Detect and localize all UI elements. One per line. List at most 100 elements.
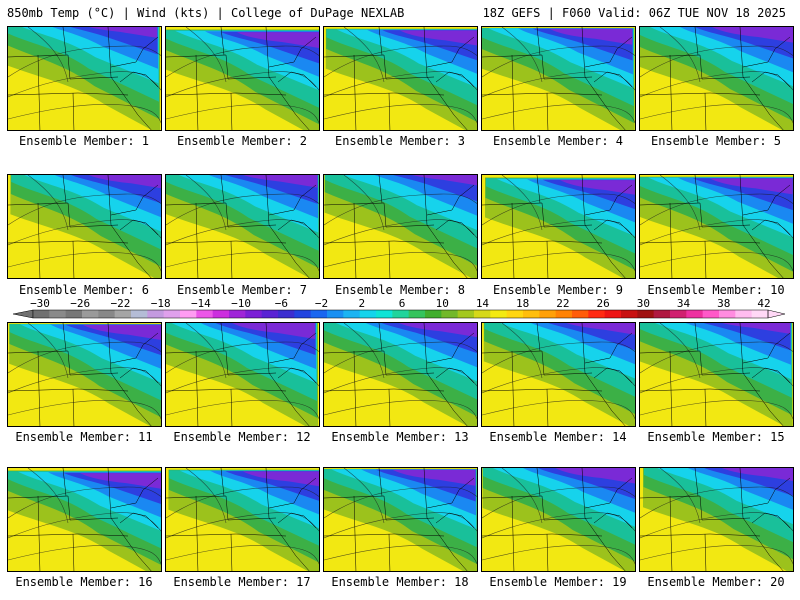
colorbar-tick-label: −2 [315, 297, 328, 310]
ensemble-member-label: Ensemble Member: 6 [18, 283, 150, 297]
temperature-map [640, 468, 793, 571]
temperature-map [482, 323, 635, 426]
ensemble-member-label: Ensemble Member: 19 [489, 575, 627, 589]
colorbar-segment [555, 310, 573, 318]
colorbar-segment [343, 310, 361, 318]
colorbar-segment [735, 310, 753, 318]
ensemble-member-label: Ensemble Member: 5 [650, 134, 782, 148]
colorbar-segment [245, 310, 263, 318]
colorbar-segment [196, 310, 214, 318]
colorbar-tick-label: −22 [111, 297, 131, 310]
colorbar-segment [719, 310, 736, 318]
ensemble-member-label: Ensemble Member: 10 [647, 283, 785, 297]
colorbar-segment [392, 310, 410, 318]
colorbar-segment [147, 310, 165, 318]
ensemble-member-label: Ensemble Member: 15 [647, 430, 785, 444]
ensemble-panel [323, 26, 478, 131]
temperature-map [324, 468, 477, 571]
colorbar-segment [457, 310, 475, 318]
colorbar-segment [261, 310, 279, 318]
colorbar-tick-label: −26 [70, 297, 90, 310]
ensemble-member-label: Ensemble Member: 9 [492, 283, 624, 297]
temperature-map [482, 27, 635, 130]
ensemble-panel [481, 26, 636, 131]
colorbar-tick-label: 42 [757, 297, 770, 310]
temperature-map [166, 468, 319, 571]
temperature-map [482, 468, 635, 571]
colorbar-segment [621, 310, 638, 318]
ensemble-member-label: Ensemble Member: 14 [489, 430, 627, 444]
colorbar-segment [751, 310, 769, 318]
colorbar-segment [82, 310, 99, 318]
colorbar-tick-label: 30 [637, 297, 650, 310]
ensemble-member-label: Ensemble Member: 11 [15, 430, 153, 444]
temperature-map [324, 27, 477, 130]
ensemble-member-label: Ensemble Member: 18 [331, 575, 469, 589]
colorbar-tick-label: −30 [30, 297, 50, 310]
temperature-map [8, 468, 161, 571]
colorbar-segment [441, 310, 459, 318]
ensemble-panel [165, 174, 320, 279]
colorbar-tick-label: 34 [677, 297, 691, 310]
temperature-map [324, 175, 477, 278]
colorbar-tick-label: −10 [231, 297, 251, 310]
ensemble-member-label: Ensemble Member: 3 [334, 134, 466, 148]
colorbar-segment [425, 310, 442, 318]
colorbar-tick-label: 26 [596, 297, 609, 310]
colorbar-segment [506, 310, 524, 318]
temperature-map [8, 175, 161, 278]
temperature-colorbar: −30 −26 −22 −18 −14 −10 −6 −2 2 6 10 14 18 22 26 30 34 38… [12, 297, 786, 319]
colorbar-segment [131, 310, 148, 318]
colorbar-segment [670, 310, 687, 318]
ensemble-member-label: Ensemble Member: 16 [15, 575, 153, 589]
temperature-map [166, 27, 319, 130]
colorbar-segment [490, 310, 508, 318]
colorbar-tick-label: 6 [399, 297, 406, 310]
colorbar-segment [294, 310, 312, 318]
colorbar-segment [278, 310, 295, 318]
ensemble-member-label: Ensemble Member: 1 [18, 134, 150, 148]
colorbar-segment [180, 310, 197, 318]
ensemble-member-label: Ensemble Member: 4 [492, 134, 624, 148]
ensemble-panel [165, 26, 320, 131]
colorbar-segment [359, 310, 377, 318]
colorbar-segment [653, 310, 671, 318]
ensemble-member-label: Ensemble Member: 2 [176, 134, 308, 148]
ensemble-panel [165, 467, 320, 572]
colorbar-segment [65, 310, 83, 318]
colorbar-segment [163, 310, 181, 318]
ensemble-panel [165, 322, 320, 427]
ensemble-panel [7, 26, 162, 131]
ensemble-panel [323, 174, 478, 279]
temperature-map [8, 27, 161, 130]
chart-title: 850mb Temp (°C) | Wind (kts) | College o… [7, 6, 405, 20]
ensemble-member-label: Ensemble Member: 7 [176, 283, 308, 297]
ensemble-panel [481, 467, 636, 572]
colorbar-tick-label: 10 [436, 297, 449, 310]
ensemble-panel [639, 174, 794, 279]
ensemble-panel [639, 322, 794, 427]
ensemble-member-label: Ensemble Member: 17 [173, 575, 311, 589]
ensemble-member-label: Ensemble Member: 8 [334, 283, 466, 297]
colorbar-segment [702, 310, 720, 318]
colorbar-segment [474, 310, 491, 318]
colorbar-segment [539, 310, 557, 318]
ensemble-member-label: Ensemble Member: 13 [331, 430, 469, 444]
temperature-map [640, 323, 793, 426]
colorbar-segment [114, 310, 132, 318]
ensemble-panel [323, 467, 478, 572]
colorbar-segment [49, 310, 67, 318]
colorbar-segment [637, 310, 655, 318]
colorbar-segment [376, 310, 393, 318]
colorbar-segment [572, 310, 589, 318]
colorbar-tick-label: −14 [191, 297, 211, 310]
temperature-map [166, 175, 319, 278]
ensemble-panel [7, 174, 162, 279]
colorbar-segment [229, 310, 246, 318]
temperature-map [324, 323, 477, 426]
colorbar-segment [212, 310, 230, 318]
colorbar-tick-label: 18 [516, 297, 529, 310]
run-valid-time: 18Z GEFS | F060 Valid: 06Z TUE NOV 18 20… [482, 6, 786, 20]
colorbar-segment [408, 310, 426, 318]
temperature-map [166, 323, 319, 426]
